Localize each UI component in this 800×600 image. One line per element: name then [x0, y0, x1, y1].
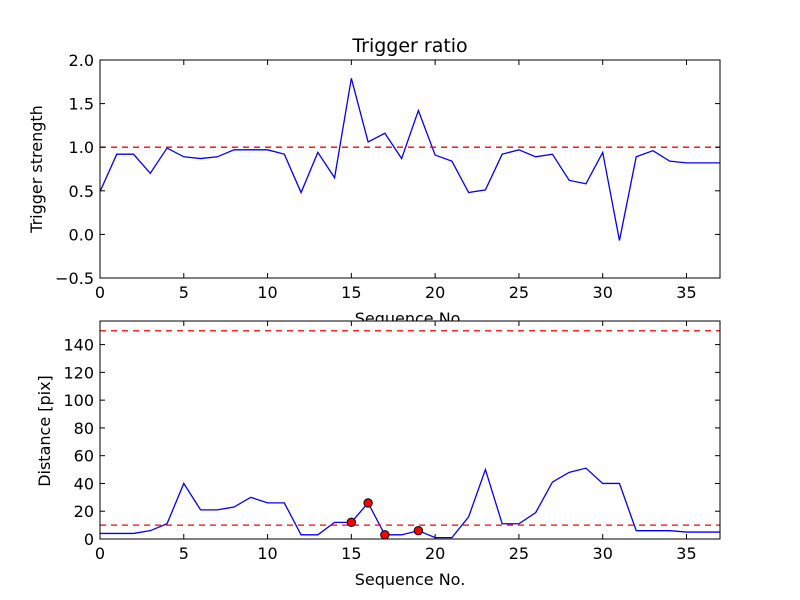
y-tick-label: 1.0 [69, 138, 94, 157]
plot-area [100, 321, 720, 539]
y-tick-label: 120 [63, 363, 94, 382]
y-tick-label: 60 [74, 447, 94, 466]
y-axis-label: Trigger strength [27, 105, 46, 234]
axes-frame [99, 320, 721, 540]
x-tick-label: 15 [341, 544, 361, 563]
y-tick-label: 0 [84, 530, 94, 549]
y-tick-label: 0.5 [69, 182, 94, 201]
x-tick-label: 35 [676, 544, 696, 563]
x-tick-label: 0 [95, 283, 105, 302]
x-tick-label: 10 [257, 283, 277, 302]
series-line [99, 78, 720, 241]
data-marker [380, 530, 390, 540]
y-tick-label: 40 [74, 474, 94, 493]
x-tick-label: 25 [509, 544, 529, 563]
series-line [100, 467, 720, 539]
y-axis-label: Distance [pix] [35, 375, 54, 487]
chart-title: Trigger ratio [351, 35, 467, 57]
trigger-ratio-plot: Trigger ratio Sequence No. Trigger stren… [27, 35, 721, 328]
data-marker [346, 517, 357, 528]
y-tick-label: 80 [74, 419, 94, 438]
y-tick-label: 140 [63, 336, 94, 355]
x-tick-label: 10 [257, 544, 277, 563]
y-tick-label: 20 [74, 502, 94, 521]
data-marker [363, 498, 373, 508]
y-tick-label: 0.0 [69, 225, 94, 244]
axes-frame [99, 59, 721, 279]
distance-plot: Sequence No. Distance [pix] 0 5 10 15 20 25 30… [35, 320, 721, 589]
x-tick-label: 5 [179, 283, 189, 302]
x-tick-label: 35 [676, 283, 696, 302]
x-tick-label: 20 [425, 283, 445, 302]
y-tick-label: 2.0 [69, 51, 94, 70]
x-tick-label: 30 [593, 283, 613, 302]
x-tick-label: 25 [509, 283, 529, 302]
x-tick-label: 5 [179, 544, 189, 563]
plot-area [100, 60, 720, 278]
x-axis-label: Sequence No. [355, 570, 466, 589]
y-tick-label: 1.5 [69, 95, 94, 114]
x-tick-label: 0 [95, 544, 105, 563]
x-tick-label: 15 [341, 283, 361, 302]
y-tick-label: −0.5 [55, 269, 94, 288]
x-tick-label: 30 [593, 544, 613, 563]
y-tick-label: 100 [63, 391, 94, 410]
data-marker [413, 525, 424, 536]
x-tick-label: 20 [425, 544, 445, 563]
